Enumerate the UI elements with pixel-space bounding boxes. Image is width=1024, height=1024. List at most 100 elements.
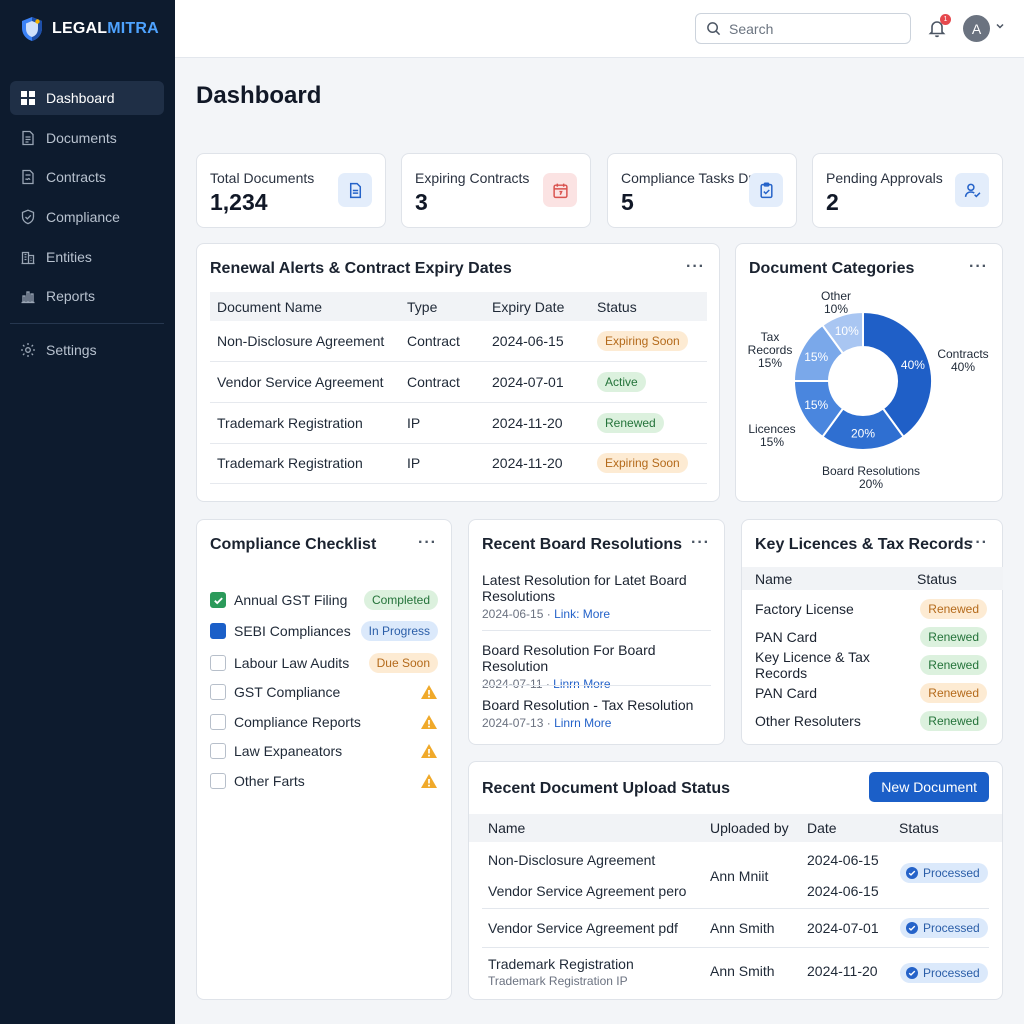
sidebar-item-dashboard[interactable]: Dashboard [10,81,164,115]
sidebar-item-contracts[interactable]: Contracts [10,160,164,194]
label-contracts: Contracts 40% [935,348,991,374]
calendar-icon [552,183,568,198]
upload-date: 2024-06-15 [807,852,879,868]
checkbox[interactable] [210,773,226,789]
shield-logo-icon [22,17,42,41]
expiry-date: 2024-11-20 [485,443,590,485]
checklist-item[interactable]: Law Expaneators [210,740,438,762]
building-icon [21,251,35,264]
clipboard-check-icon [759,182,773,198]
table-row[interactable]: Factory License Renewed [755,598,987,620]
document-name: Trademark Registration [210,443,400,485]
resolution-title: Board Resolution For Board Resolution [482,642,656,674]
label-contracts-name: Contracts [937,347,989,361]
donut-slice-label: 15% [804,350,828,364]
checklist-item[interactable]: SEBI Compliances In Progress [210,620,438,642]
label-licences: Licences 15% [746,423,798,449]
label-board-resolutions: Board Resolutions 20% [818,465,924,491]
card-title: Recent Document Upload Status [482,780,731,797]
sidebar: LEGALMITRA Dashboard Documents Contracts… [0,0,175,1024]
checklist-item[interactable]: Other Farts [210,770,438,792]
search-input[interactable] [729,20,899,37]
stat-value: 2 [826,189,839,215]
licence-name: PAN Card [755,685,817,701]
chevron-down-icon[interactable] [995,21,1005,31]
resolution-link[interactable]: Linrn More [553,677,611,691]
status-badge: Renewed [920,711,987,731]
sidebar-item-reports[interactable]: Reports [10,279,164,313]
more-options-icon[interactable]: ··· [418,534,437,551]
status-label: Processed [923,966,980,980]
resolution-item[interactable]: Board Resolution For Board Resolution 20… [482,642,711,691]
resolution-date: 2024-07-13 [482,716,544,730]
checkbox[interactable] [210,714,226,730]
sidebar-nav: Dashboard Documents Contracts Compliance… [10,81,164,319]
table-row[interactable]: Non-Disclosure Agreement Contract 2024-0… [210,321,707,363]
label-other-name: Other [820,289,851,303]
sidebar-item-label: Reports [46,288,96,305]
document-name: Non-Disclosure Agreement [210,321,400,363]
resolution-item[interactable]: Latest Resolution for Latet Board Resolu… [482,572,711,621]
checkbox-in-progress[interactable] [210,623,226,639]
avatar[interactable]: A [963,15,990,42]
stat-card-pending-approvals[interactable]: Pending Approvals 2 [812,153,1003,228]
card-title: Document Categories [749,260,915,277]
expiry-date: 2024-06-15 [485,321,590,363]
table-row[interactable]: PAN Card Renewed [755,682,987,704]
table-row[interactable]: Other Resoluters Renewed [755,710,987,732]
new-document-button[interactable]: New Document [869,772,989,802]
sidebar-item-compliance[interactable]: Compliance [10,200,164,234]
licence-name: Other Resoluters [755,713,861,729]
table-row[interactable]: Trademark Registration IP 2024-11-20 Exp… [210,443,707,485]
donut-slice-other[interactable] [821,310,864,355]
checklist-item[interactable]: Compliance Reports [210,711,438,733]
checkbox-checked[interactable] [210,592,226,608]
table-row[interactable]: Vendor Service Agreement Contract 2024-0… [210,361,707,403]
stat-card-expiring-contracts[interactable]: Expiring Contracts 3 [401,153,591,228]
resolution-link[interactable]: Linrn More [554,716,612,730]
divider [482,630,711,631]
card-title: Recent Board Resolutions [482,536,683,553]
checkbox[interactable] [210,684,226,700]
more-options-icon[interactable]: ··· [691,534,710,551]
label-tax-pct: 15% [757,356,783,370]
resolution-item[interactable]: Board Resolution - Tax Resolution 2024-0… [482,697,711,730]
more-options-icon[interactable]: ··· [969,258,988,275]
table-row[interactable]: Key Licence & Tax Records Renewed [755,649,987,681]
checklist-item[interactable]: GST Compliance [210,681,438,703]
table-header-row: Name Uploaded by Date Status [469,814,1002,842]
user-check-icon [964,183,980,198]
page-title: Dashboard [196,82,322,109]
bell-icon[interactable] [927,18,947,38]
status-badge: Completed [363,590,438,610]
column-header: Uploaded by [710,820,789,836]
column-header: Type [400,292,485,321]
sidebar-item-label: Settings [46,342,97,358]
stat-card-compliance-tasks[interactable]: Compliance Tasks Due 5 [607,153,797,228]
stat-card-total-documents[interactable]: Total Documents 1,234 [196,153,386,228]
more-options-icon[interactable]: ··· [686,258,705,275]
uploaded-by: Ann Mniit [710,868,769,884]
bar-chart-icon [21,291,35,304]
check-icon [213,596,223,604]
resolution-title: Board Resolution - Tax Resolution [482,697,694,713]
checkbox[interactable] [210,743,226,759]
checkbox[interactable] [210,655,226,671]
table-row[interactable]: PAN Card Renewed [755,626,987,648]
grid-icon [21,91,35,105]
sidebar-item-settings[interactable]: Settings [10,333,164,367]
warning-icon [421,715,437,729]
checklist-item[interactable]: Annual GST Filing Completed [210,589,438,611]
brand-name-part1: LEGAL [52,20,108,37]
donut-slice-contracts[interactable] [862,310,933,439]
brand-logo[interactable]: LEGALMITRA [20,16,159,42]
search-box[interactable] [695,13,911,44]
more-options-icon[interactable]: ··· [969,534,988,551]
checklist-item[interactable]: Labour Law Audits Due Soon [210,652,438,674]
sidebar-item-documents[interactable]: Documents [10,121,164,155]
table-row[interactable]: Trademark Registration IP 2024-11-20 Ren… [210,402,707,444]
resolution-link[interactable]: Link: More [554,607,611,621]
stat-value: 3 [415,189,428,215]
column-header: Expiry Date [485,292,590,321]
sidebar-item-entities[interactable]: Entities [10,240,164,274]
